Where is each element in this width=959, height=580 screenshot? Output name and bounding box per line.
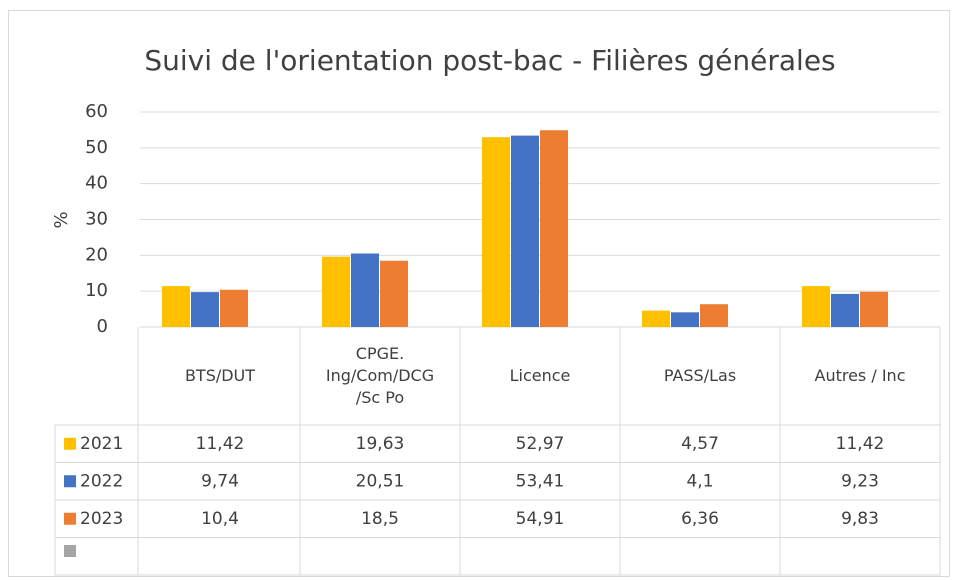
data-label: 11,42 [196, 434, 245, 454]
category-cell: PASS/Las [663, 366, 737, 385]
data-label: 18,5 [361, 509, 399, 529]
y-tick-label: 40 [85, 173, 108, 194]
data-label: 52,97 [516, 434, 565, 454]
legend-label: 2022 [80, 471, 123, 491]
bar [482, 137, 510, 327]
legend-key [64, 437, 76, 450]
legend-label: 2023 [80, 509, 123, 529]
y-tick-label: 0 [97, 316, 108, 337]
bar [831, 293, 859, 327]
legend-label: 2021 [80, 434, 123, 454]
y-tick-label: 60 [85, 101, 108, 122]
bar [322, 256, 350, 327]
data-label: 19,63 [356, 434, 405, 454]
x-tick-label: Autres / Inc [814, 366, 906, 385]
y-axis-label: % [51, 211, 72, 228]
bar [671, 312, 699, 327]
bar [642, 310, 670, 327]
data-label: 11,42 [836, 434, 885, 454]
x-tick-label: BTS/DUT [184, 366, 256, 385]
bar [540, 130, 568, 327]
data-label: 54,91 [516, 509, 565, 529]
legend-key-empty [64, 545, 76, 557]
data-label: 4,1 [686, 471, 713, 491]
y-tick-label: 10 [85, 280, 108, 301]
y-tick-label: 20 [85, 244, 108, 265]
bar [511, 135, 539, 327]
category-cell: CPGE. Ing/Com/DCG /Sc Po [325, 344, 435, 407]
data-label: 20,51 [356, 471, 405, 491]
x-tick-label: Licence [509, 366, 571, 385]
y-tick-label: 30 [85, 209, 108, 230]
data-label: 9,83 [841, 509, 879, 529]
data-label: 6,36 [681, 509, 719, 529]
bar [162, 286, 190, 327]
bar [860, 291, 888, 327]
bar [700, 304, 728, 327]
data-label: 10,4 [201, 509, 239, 529]
bar [191, 292, 219, 327]
category-cell: Licence [509, 366, 571, 385]
category-cell: Autres / Inc [814, 366, 906, 385]
x-tick-label: PASS/Las [663, 366, 737, 385]
x-tick-label: CPGE. Ing/Com/DCG /Sc Po [325, 344, 435, 407]
y-tick-label: 50 [85, 137, 108, 158]
category-cell: BTS/DUT [184, 366, 256, 385]
bar [380, 260, 408, 327]
data-label: 9,74 [201, 471, 239, 491]
bar [351, 253, 379, 327]
bar [802, 286, 830, 327]
chart-title: Suivi de l'orientation post-bac - Filièr… [144, 44, 835, 77]
data-label: 4,57 [681, 434, 719, 454]
legend-key [64, 475, 76, 488]
data-label: 53,41 [516, 471, 565, 491]
legend-key [64, 512, 76, 525]
bar [220, 289, 248, 327]
data-label: 9,23 [841, 471, 879, 491]
